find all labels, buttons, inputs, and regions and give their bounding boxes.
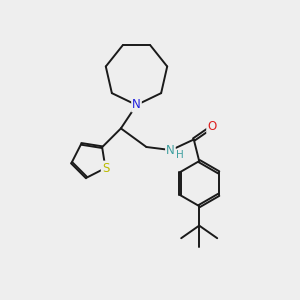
Text: N: N <box>132 98 141 112</box>
Text: S: S <box>102 162 109 175</box>
Text: N: N <box>166 143 175 157</box>
Text: H: H <box>176 150 184 161</box>
Text: O: O <box>207 120 216 133</box>
